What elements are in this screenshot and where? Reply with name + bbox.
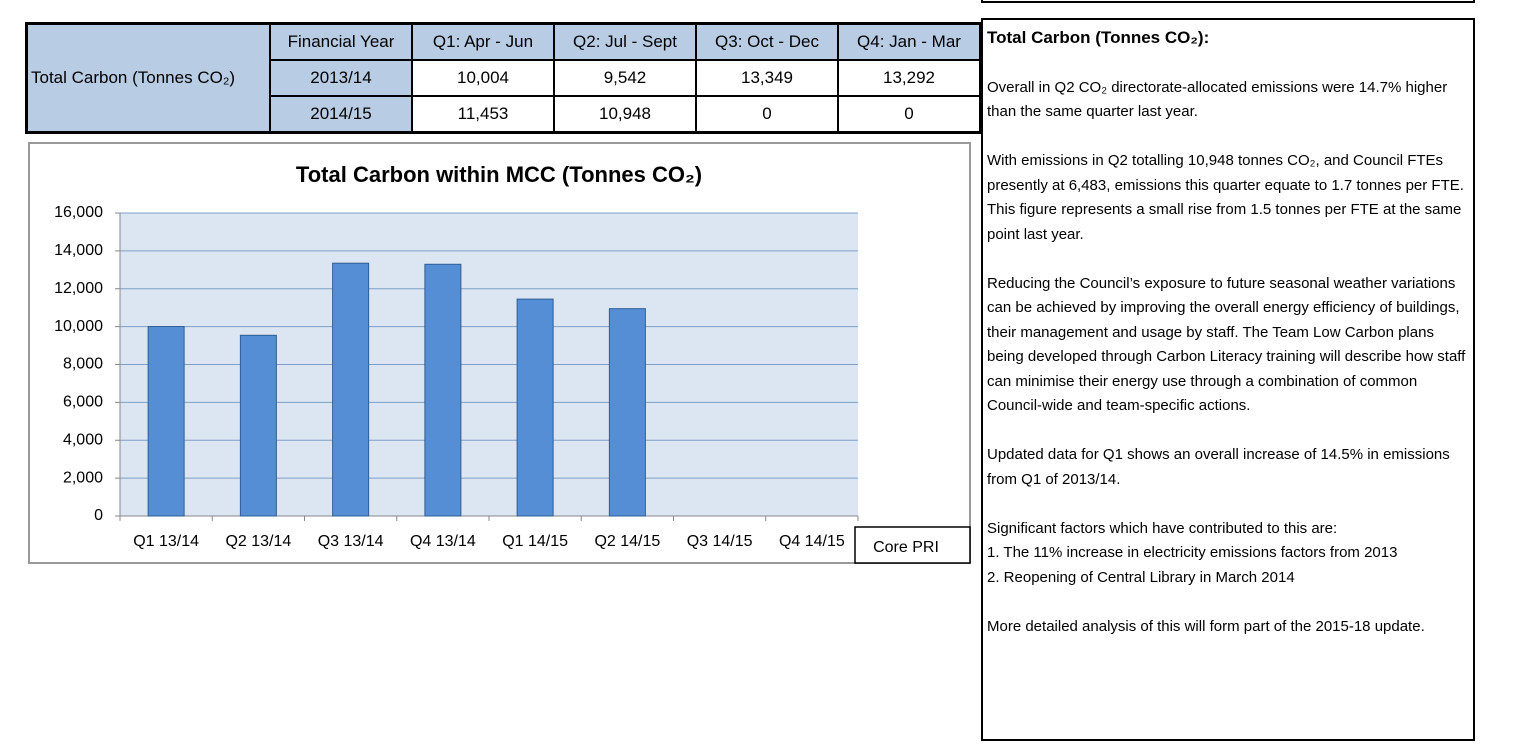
cell: 9,542 bbox=[553, 59, 697, 97]
x-tick-label: Q1 13/14 bbox=[133, 533, 199, 550]
x-tick-label: Q3 14/15 bbox=[687, 533, 753, 550]
paragraph: Overall in Q2 CO₂ directorate-allocated … bbox=[987, 78, 1448, 121]
notes-title: Total Carbon (Tonnes CO₂): bbox=[987, 28, 1210, 47]
x-tick-label: Q2 14/15 bbox=[594, 533, 660, 550]
frame bbox=[981, 0, 1475, 3]
chart: Total Carbon within MCC (Tonnes CO₂) Cor… bbox=[28, 142, 971, 564]
cell: 13,349 bbox=[695, 59, 839, 97]
factor-line: 1. The 11% increase in electricity emiss… bbox=[987, 544, 1398, 561]
y-tick-label: 4,000 bbox=[63, 431, 103, 448]
x-tick-label: Q1 14/15 bbox=[502, 533, 568, 550]
column-header: Q3: Oct - Dec bbox=[695, 22, 839, 61]
bar bbox=[147, 326, 185, 517]
paragraph: With emissions in Q2 totalling 10,948 to… bbox=[987, 152, 1464, 243]
bar bbox=[332, 262, 370, 517]
y-tick-label: 8,000 bbox=[63, 356, 103, 373]
bar bbox=[239, 334, 277, 517]
column-header: Q4: Jan - Mar bbox=[837, 22, 982, 61]
paragraph: Updated data for Q1 shows an overall inc… bbox=[987, 446, 1450, 488]
cell: 0 bbox=[695, 95, 839, 134]
x-tick-label: Q2 13/14 bbox=[225, 533, 291, 550]
factors: Significant factors which have contribut… bbox=[987, 517, 1469, 591]
factor-line: 2. Reopening of Central Library in March… bbox=[987, 568, 1295, 586]
cell: 10,004 bbox=[411, 59, 555, 97]
bar bbox=[608, 308, 646, 517]
cell: 0 bbox=[837, 95, 982, 134]
y-tick-label: 0 bbox=[94, 507, 103, 524]
bar bbox=[424, 263, 462, 517]
notes-panel: Total Carbon (Tonnes CO₂): Overall in Q2… bbox=[981, 18, 1475, 741]
column-header: Q2: Jul - Sept bbox=[553, 22, 697, 61]
annotation-box bbox=[854, 526, 971, 564]
column-header: Q1: Apr - Jun bbox=[411, 22, 555, 61]
x-tick-label: Q4 13/14 bbox=[410, 533, 476, 550]
summary-table: Total Carbon (Tonnes CO₂) Financial Year… bbox=[25, 22, 982, 134]
y-tick-label: 14,000 bbox=[54, 242, 103, 259]
y-tick-label: 6,000 bbox=[63, 394, 103, 411]
y-tick-label: 16,000 bbox=[54, 204, 103, 221]
chart-title: Total Carbon within MCC (Tonnes CO₂) bbox=[296, 162, 702, 187]
cell: 10,948 bbox=[553, 95, 697, 134]
year-cell: 2013/14 bbox=[269, 59, 413, 97]
cell: 13,292 bbox=[837, 59, 982, 97]
annotation: Core PRI bbox=[873, 539, 939, 556]
y-tick-label: 10,000 bbox=[54, 318, 103, 335]
row-header: Total Carbon (Tonnes CO₂) bbox=[25, 22, 271, 134]
cell: 11,453 bbox=[411, 95, 555, 134]
x-tick-label: Q4 14/15 bbox=[779, 533, 845, 550]
factor-line: Significant factors which have contribut… bbox=[987, 519, 1338, 537]
column-header: Financial Year bbox=[269, 22, 413, 61]
y-tick-label: 2,000 bbox=[63, 469, 103, 486]
paragraph: Reducing the Council’s exposure to futur… bbox=[987, 274, 1466, 415]
paragraph: More detailed analysis of this will form… bbox=[987, 617, 1425, 635]
y-tick-label: 12,000 bbox=[54, 280, 103, 297]
x-tick-label: Q3 13/14 bbox=[318, 533, 384, 550]
bar bbox=[516, 298, 554, 517]
year-cell: 2014/15 bbox=[269, 95, 413, 134]
